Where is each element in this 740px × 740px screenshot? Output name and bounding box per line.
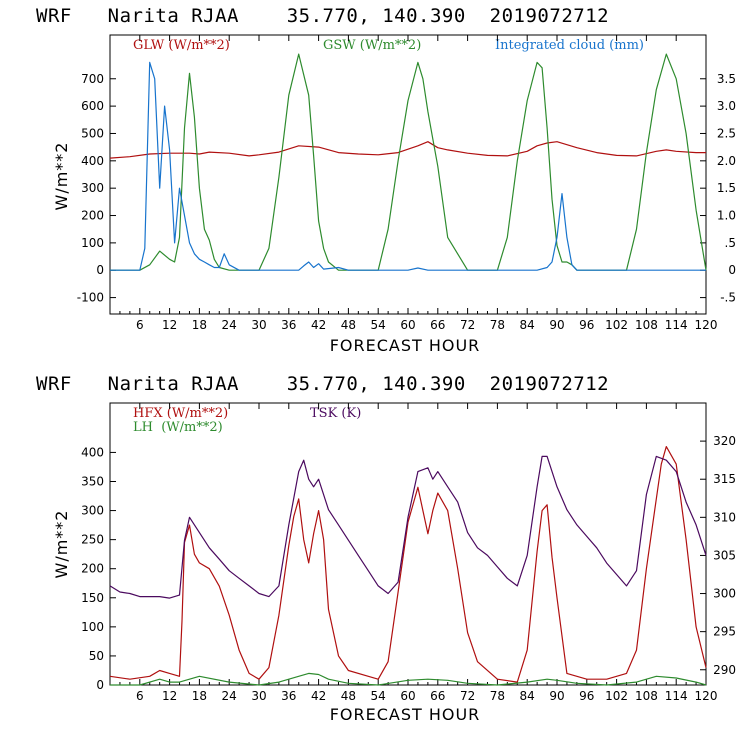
series-line-1 [110,672,707,686]
x-tick-label: 18 [192,689,207,703]
x-tick-label: 78 [490,689,505,703]
y-tick-label: 300 [81,181,104,195]
y2-tick-label: 290 [713,663,736,677]
x-tick-label: 96 [579,689,594,703]
legend-tsk: TSK (K) [310,406,361,421]
x-tick-label: 114 [665,689,688,703]
x-tick-label: 30 [251,689,266,703]
y-tick-label: 0 [96,263,104,277]
y-tick-label: 250 [81,533,104,547]
y-tick-label: 0 [96,678,104,692]
y2-tick-label: 320 [713,434,736,448]
series-line-2 [110,61,706,271]
x-tick-label: 42 [311,318,326,332]
y2-tick-label: 295 [713,625,736,639]
y-tick-label: 700 [81,72,104,86]
legend-gsw: GSW (W/m**2) [323,38,421,53]
upper-chart: WRF Narita RJAA 35.770, 140.390 20190727… [36,5,736,355]
x-tick-label: 36 [281,689,296,703]
x-tick-label: 60 [400,318,415,332]
x-tick-label: 54 [371,689,386,703]
x-tick-label: 12 [162,689,177,703]
y2-tick-label: 2.5 [717,126,736,140]
x-tick-label: 78 [490,318,505,332]
chart-title: WRF Narita RJAA 35.770, 140.390 20190727… [36,373,609,395]
y2-tick-label: 305 [713,548,736,562]
y-tick-label: 300 [81,504,104,518]
y2-tick-label: 310 [713,510,736,524]
x-tick-label: 48 [341,689,356,703]
plot-frame [109,34,707,315]
y-tick-label: 200 [81,209,104,223]
x-tick-label: 66 [430,689,445,703]
x-tick-label: 90 [549,689,564,703]
x-tick-label: 102 [605,689,628,703]
x-axis-label: FORECAST HOUR [330,336,481,355]
x-tick-label: 84 [520,689,535,703]
series-line-0 [109,141,706,159]
y-tick-label: 400 [81,445,104,459]
chart-title: WRF Narita RJAA 35.770, 140.390 20190727… [36,5,609,27]
x-tick-label: 12 [162,318,177,332]
x-tick-label: 24 [222,318,237,332]
y-tick-label: 100 [81,236,104,250]
x-tick-label: 54 [371,318,386,332]
x-tick-label: 6 [136,689,144,703]
y-tick-label: 100 [81,620,104,634]
x-tick-label: 18 [192,318,207,332]
x-tick-label: 120 [695,689,718,703]
x-tick-label: 42 [311,689,326,703]
x-tick-label: 6 [136,318,144,332]
y-tick-label: 350 [81,474,104,488]
x-tick-label: 102 [605,318,628,332]
x-tick-label: 72 [460,689,475,703]
x-tick-label: 96 [579,318,594,332]
y-tick-label: 400 [81,154,104,168]
x-tick-label: 84 [520,318,535,332]
x-tick-label: 108 [635,318,658,332]
x-tick-label: 66 [430,318,445,332]
y-tick-label: 600 [81,99,104,113]
legend-cloud: Integrated cloud (mm) [495,38,644,53]
series-line-2 [109,455,707,599]
y-tick-label: 150 [81,591,104,605]
x-tick-label: 90 [549,318,564,332]
y-tick-label: 50 [89,649,104,663]
x-tick-label: 72 [460,318,475,332]
legend-glw: GLW (W/m**2) [133,38,230,53]
x-tick-label: 36 [281,318,296,332]
y-axis-label: W/m**2 [52,510,71,579]
y2-tick-label: 3.0 [717,99,736,113]
y-tick-label: 200 [81,562,104,576]
y2-tick-label: 0 [728,263,736,277]
y2-tick-label: 1.5 [717,181,736,195]
y2-tick-label: 3.5 [717,72,736,86]
x-tick-label: 60 [400,689,415,703]
legend-lh: LH (W/m**2) [133,420,223,435]
legend-hfx: HFX (W/m**2) [133,406,228,421]
series-line-1 [110,53,707,271]
x-tick-label: 114 [665,318,688,332]
plot-frame [109,402,707,686]
y2-tick-label: 315 [713,472,736,486]
x-tick-label: 30 [251,318,266,332]
series-line-0 [109,446,707,683]
y2-tick-label: 2.0 [717,154,736,168]
x-tick-label: 108 [635,689,658,703]
x-tick-label: 120 [695,318,718,332]
lower-chart: WRF Narita RJAA 35.770, 140.390 20190727… [36,373,736,724]
y-tick-label: 500 [81,126,104,140]
x-tick-label: 24 [222,689,237,703]
y2-tick-label: -.5 [720,291,736,305]
y2-tick-label: 1.0 [717,209,736,223]
y-tick-label: -100 [77,291,104,305]
x-tick-label: 48 [341,318,356,332]
y-axis-label: W/m**2 [52,142,71,211]
y2-tick-label: 300 [713,587,736,601]
y2-tick-label: .5 [725,236,736,250]
x-axis-label: FORECAST HOUR [330,705,481,724]
